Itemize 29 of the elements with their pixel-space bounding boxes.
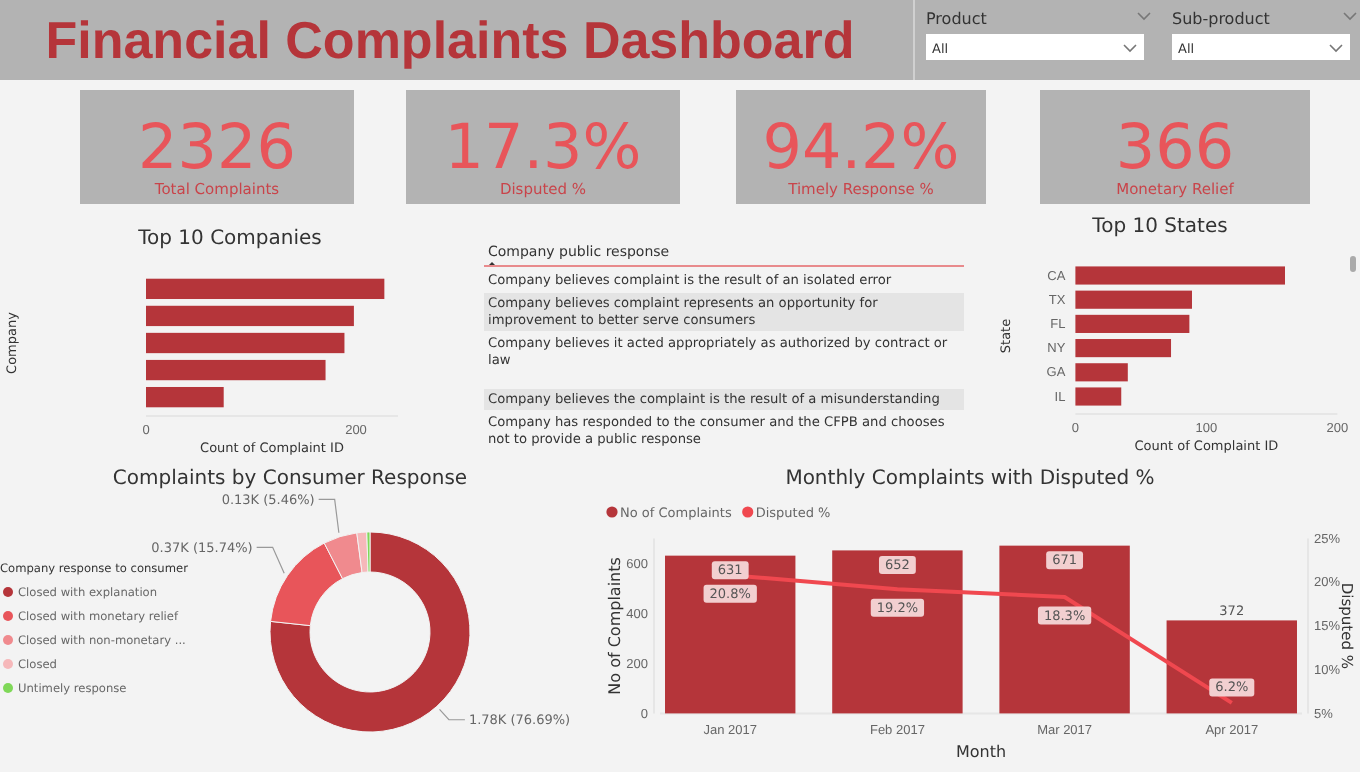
x-axis-title: Month xyxy=(955,743,1007,762)
text: Product xyxy=(926,10,987,28)
text: 366 xyxy=(1115,112,1235,184)
text: 94.2% xyxy=(762,112,960,184)
bar xyxy=(146,332,345,354)
bar xyxy=(146,386,224,408)
bar xyxy=(1075,266,1285,285)
chart-title: Top 10 States xyxy=(1090,216,1228,238)
bar xyxy=(1075,290,1192,309)
text: 17.3% xyxy=(444,112,642,184)
bar xyxy=(146,278,385,300)
chart-title: Monthly Complaints with Disputed % xyxy=(785,468,1155,490)
bar xyxy=(1166,620,1297,714)
donut-slice xyxy=(269,531,471,733)
y-axis-title: No of Complaints xyxy=(606,557,624,695)
bar xyxy=(146,359,326,381)
text: Financial Complaints Dashboard xyxy=(45,10,855,70)
bar xyxy=(1075,314,1190,333)
bar xyxy=(1075,387,1122,406)
bar xyxy=(146,305,354,327)
chart-title: Top 10 Companies xyxy=(136,228,322,250)
text: Sub-product xyxy=(1172,10,1270,28)
chart-title: Complaints by Consumer Response xyxy=(112,468,468,490)
text: 2326 xyxy=(138,112,296,184)
bar xyxy=(999,545,1130,714)
bar xyxy=(1075,339,1172,358)
bar xyxy=(832,550,963,714)
bar xyxy=(665,555,796,714)
bar xyxy=(1075,363,1128,382)
